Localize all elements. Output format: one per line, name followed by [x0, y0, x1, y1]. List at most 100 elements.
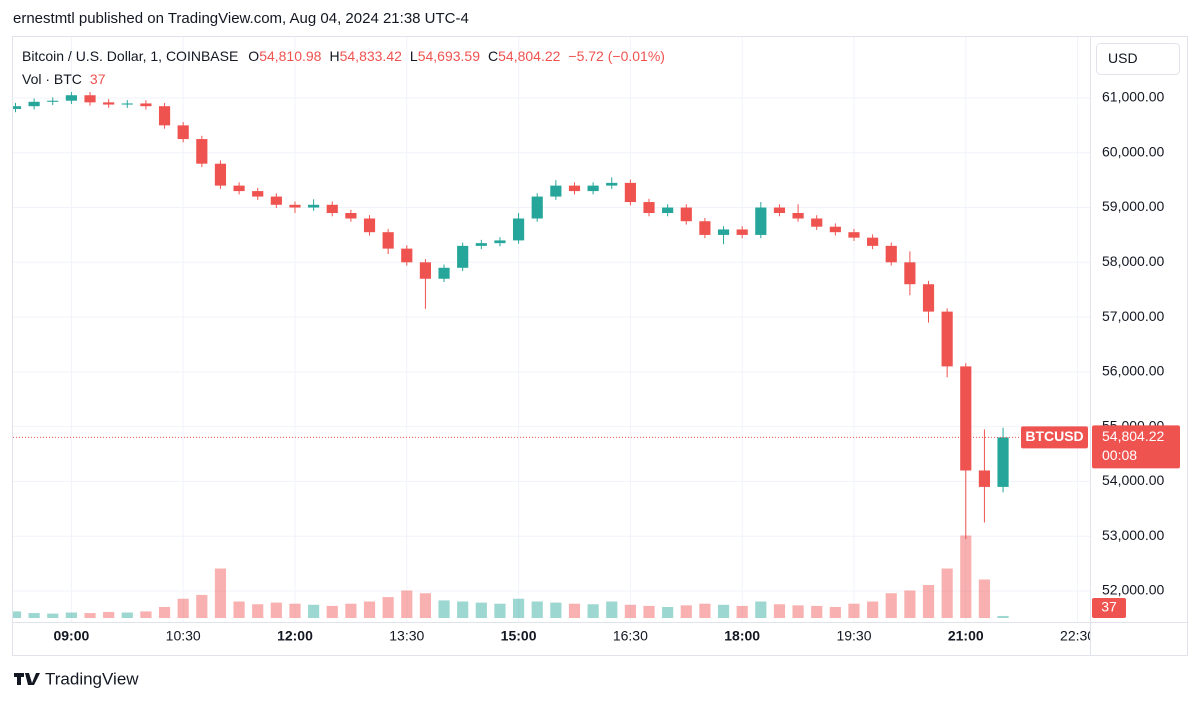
candle-body — [419, 262, 432, 279]
volume-bar — [904, 590, 916, 618]
candle-body — [773, 207, 786, 214]
price-tag — [1092, 425, 1180, 469]
ohlc-label: H — [329, 48, 339, 64]
candle-body — [28, 101, 40, 107]
candle-body — [736, 229, 748, 235]
volume-bar — [978, 579, 991, 618]
candle-body — [363, 218, 376, 233]
volume-bar — [922, 585, 935, 618]
candle-body — [550, 185, 562, 197]
candle-body — [922, 284, 935, 312]
candle-body — [662, 207, 674, 214]
volume-bar — [196, 594, 208, 618]
volume-bar — [568, 603, 581, 618]
volume-bar — [382, 597, 394, 618]
volume-bar — [680, 605, 692, 618]
candle-body — [177, 125, 189, 140]
volume-bar — [252, 604, 264, 618]
volume-bar — [755, 601, 767, 618]
volume-bar — [494, 603, 506, 618]
y-tick-label: 61,000.00 — [1102, 89, 1164, 105]
candle-body — [47, 100, 59, 102]
volume-bar — [811, 605, 823, 618]
volume-bar — [233, 601, 245, 618]
y-tick-label: 60,000.00 — [1102, 143, 1164, 159]
candle-body — [214, 163, 227, 186]
candle-body — [158, 106, 171, 126]
y-tick-label: 52,000.00 — [1102, 582, 1164, 598]
y-tick-label: 59,000.00 — [1102, 198, 1164, 214]
y-tick-label: 53,000.00 — [1102, 527, 1164, 543]
volume-bar — [121, 612, 133, 618]
y-tick-label: 57,000.00 — [1102, 308, 1164, 324]
candle-body — [960, 366, 972, 471]
ohlc-value: 54,804.22 — [498, 48, 560, 64]
x-tick-label: 18:00 — [724, 628, 760, 644]
candle-body — [717, 229, 730, 235]
volume-bar — [550, 602, 562, 618]
volume-bar — [308, 604, 320, 618]
volume-tag — [1092, 598, 1126, 618]
ohlc-value: 54,833.42 — [340, 48, 402, 64]
x-tick-label: 10:30 — [166, 628, 201, 644]
symbol-tag — [1021, 426, 1088, 449]
volume-bar — [531, 601, 543, 618]
x-tick-label: 15:00 — [501, 628, 537, 644]
candle-body — [289, 204, 301, 208]
volume-bar — [699, 603, 711, 618]
candle-body — [121, 103, 133, 105]
price-change: −5.72 (−0.01%) — [568, 48, 665, 64]
volume-bar — [270, 602, 282, 618]
volume-bar — [419, 593, 432, 618]
candle-body — [475, 243, 487, 246]
volume-bar — [289, 603, 301, 618]
volume-bar — [103, 611, 115, 618]
price-tag-label: 54,804.22 — [1102, 428, 1164, 444]
currency-label: USD — [1108, 50, 1138, 66]
ohlc-label: O — [248, 48, 259, 64]
candle-body — [65, 95, 77, 101]
y-tick-label: 56,000.00 — [1102, 363, 1164, 379]
symbol-title: Bitcoin / U.S. Dollar, 1, COINBASE — [22, 48, 238, 64]
volume-bar — [28, 613, 40, 618]
candle-body — [345, 213, 357, 219]
candle-body — [270, 196, 282, 205]
brand-logo — [14, 673, 40, 685]
volume-bar — [363, 601, 376, 618]
chart-frame — [12, 36, 1188, 656]
volume-bar — [624, 604, 636, 618]
candle-body — [978, 470, 991, 487]
volume-bar — [606, 601, 618, 618]
volume-bar — [158, 607, 171, 618]
volume-bar — [941, 568, 953, 618]
candle-body — [494, 240, 506, 244]
ohlc-value: 54,693.59 — [418, 48, 480, 64]
currency-button[interactable] — [1096, 43, 1180, 75]
volume-bar — [829, 607, 841, 618]
volume-bar — [773, 604, 786, 618]
candle-body — [140, 103, 152, 107]
volume-bar — [401, 590, 413, 618]
candle-body — [13, 106, 22, 109]
volume-title: Vol · BTC — [22, 71, 82, 87]
ohlc-label: C — [488, 48, 498, 64]
brand-name: TradingView — [45, 669, 139, 688]
volume-bar — [326, 605, 338, 618]
volume-value: 37 — [90, 71, 106, 87]
volume-bar — [214, 568, 227, 618]
candle-body — [103, 102, 115, 105]
y-tick-label: 54,000.00 — [1102, 472, 1164, 488]
candle-body — [382, 232, 394, 249]
volume-bar — [475, 602, 487, 618]
volume-bar — [587, 604, 599, 618]
symbol-legend: Bitcoin / U.S. Dollar, 1, COINBASE O54,81… — [22, 48, 665, 64]
volume-bar — [140, 611, 152, 618]
ohlc-label: L — [410, 48, 418, 64]
candle-body — [252, 191, 264, 197]
candle-body — [643, 202, 655, 214]
volume-bar — [512, 598, 525, 618]
volume-bar — [457, 601, 469, 618]
candle-body — [699, 221, 711, 235]
x-tick-label: 21:00 — [948, 628, 984, 644]
